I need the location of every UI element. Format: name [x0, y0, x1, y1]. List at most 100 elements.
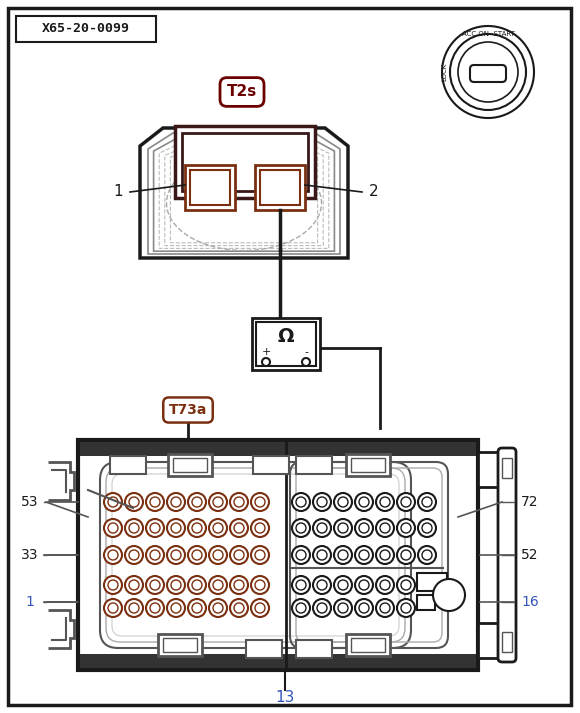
Circle shape: [230, 493, 248, 511]
Text: 16: 16: [521, 595, 539, 609]
Circle shape: [296, 603, 306, 613]
Circle shape: [317, 497, 327, 507]
Circle shape: [146, 576, 164, 594]
Circle shape: [313, 576, 331, 594]
Circle shape: [397, 493, 415, 511]
Text: 53: 53: [21, 495, 39, 509]
Circle shape: [292, 493, 310, 511]
Circle shape: [209, 576, 227, 594]
Circle shape: [171, 550, 181, 560]
Circle shape: [255, 497, 265, 507]
Circle shape: [401, 497, 411, 507]
Circle shape: [104, 599, 122, 617]
Circle shape: [338, 497, 348, 507]
Text: 72: 72: [521, 495, 539, 509]
Circle shape: [376, 576, 394, 594]
Circle shape: [397, 546, 415, 564]
Text: T73a: T73a: [169, 403, 207, 417]
Circle shape: [292, 599, 310, 617]
Circle shape: [213, 580, 223, 590]
Circle shape: [192, 580, 202, 590]
Circle shape: [338, 580, 348, 590]
Circle shape: [234, 580, 244, 590]
Bar: [168, 454, 212, 476]
Circle shape: [171, 603, 181, 613]
Text: Ω: Ω: [278, 327, 294, 346]
Circle shape: [104, 519, 122, 537]
Text: 2: 2: [369, 185, 379, 200]
Circle shape: [359, 550, 369, 560]
Circle shape: [296, 580, 306, 590]
Bar: [16, 16, 156, 42]
Circle shape: [359, 497, 369, 507]
Text: 13: 13: [276, 690, 295, 705]
Circle shape: [150, 580, 160, 590]
Circle shape: [125, 519, 143, 537]
Bar: [351, 638, 385, 652]
Circle shape: [188, 519, 206, 537]
Bar: [110, 456, 146, 474]
Bar: [190, 170, 230, 205]
Circle shape: [380, 550, 390, 560]
Circle shape: [380, 603, 390, 613]
Circle shape: [422, 497, 432, 507]
Circle shape: [376, 519, 394, 537]
Circle shape: [313, 599, 331, 617]
Circle shape: [104, 493, 122, 511]
Circle shape: [376, 599, 394, 617]
Circle shape: [129, 550, 139, 560]
Circle shape: [150, 603, 160, 613]
Text: 33: 33: [21, 548, 39, 562]
Bar: [246, 640, 282, 658]
Circle shape: [338, 550, 348, 560]
Circle shape: [380, 497, 390, 507]
Circle shape: [125, 546, 143, 564]
Circle shape: [255, 523, 265, 533]
Circle shape: [292, 576, 310, 594]
Circle shape: [296, 523, 306, 533]
Circle shape: [251, 576, 269, 594]
Circle shape: [129, 603, 139, 613]
Circle shape: [192, 550, 202, 560]
Circle shape: [262, 358, 270, 366]
Circle shape: [234, 497, 244, 507]
Bar: [256, 322, 316, 366]
Circle shape: [129, 523, 139, 533]
Text: 52: 52: [521, 548, 539, 562]
Circle shape: [418, 546, 436, 564]
Bar: [417, 573, 447, 591]
Circle shape: [334, 519, 352, 537]
Circle shape: [234, 523, 244, 533]
Circle shape: [376, 546, 394, 564]
Circle shape: [167, 546, 185, 564]
Circle shape: [213, 497, 223, 507]
Circle shape: [171, 580, 181, 590]
Bar: [78, 440, 478, 670]
Circle shape: [150, 523, 160, 533]
Circle shape: [317, 603, 327, 613]
Circle shape: [108, 550, 118, 560]
Circle shape: [317, 523, 327, 533]
Circle shape: [188, 576, 206, 594]
Circle shape: [230, 546, 248, 564]
Circle shape: [401, 603, 411, 613]
Circle shape: [401, 580, 411, 590]
Circle shape: [334, 576, 352, 594]
Circle shape: [422, 523, 432, 533]
Circle shape: [108, 603, 118, 613]
Circle shape: [234, 603, 244, 613]
Circle shape: [209, 546, 227, 564]
Circle shape: [296, 550, 306, 560]
Circle shape: [129, 580, 139, 590]
Circle shape: [167, 519, 185, 537]
Text: LOCK: LOCK: [441, 63, 447, 81]
Circle shape: [376, 493, 394, 511]
Circle shape: [355, 493, 373, 511]
Text: -: -: [304, 347, 308, 357]
Circle shape: [167, 493, 185, 511]
Circle shape: [188, 546, 206, 564]
Circle shape: [313, 519, 331, 537]
Circle shape: [125, 599, 143, 617]
Circle shape: [125, 493, 143, 511]
Circle shape: [146, 493, 164, 511]
